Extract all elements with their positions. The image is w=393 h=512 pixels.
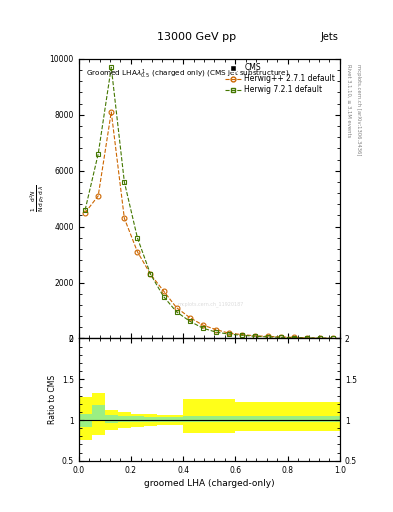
Text: Groomed LHA$\lambda^{1}_{0.5}$ (charged only) (CMS jet substructure): Groomed LHA$\lambda^{1}_{0.5}$ (charged … <box>86 67 290 80</box>
Text: mcplots.cern.ch [arXiv:1306.3436]: mcplots.cern.ch [arXiv:1306.3436] <box>356 64 361 156</box>
Y-axis label: Ratio to CMS: Ratio to CMS <box>48 375 57 424</box>
Text: Rivet 3.1.10, ≥ 3.1M events: Rivet 3.1.10, ≥ 3.1M events <box>347 64 352 137</box>
Y-axis label: $\frac{1}{\mathrm{N}}\frac{\mathrm{d}^2 N}{\mathrm{d}\,p_T\,\mathrm{d}\,\lambda}: $\frac{1}{\mathrm{N}}\frac{\mathrm{d}^2 … <box>29 185 47 212</box>
Text: Jets: Jets <box>321 32 339 42</box>
Text: mcplots.cern.ch_11920187: mcplots.cern.ch_11920187 <box>178 301 244 307</box>
X-axis label: groomed LHA (charged-only): groomed LHA (charged-only) <box>144 479 275 488</box>
Legend: CMS, Herwig++ 2.7.1 default, Herwig 7.2.1 default: CMS, Herwig++ 2.7.1 default, Herwig 7.2.… <box>224 62 336 95</box>
Text: 13000 GeV pp: 13000 GeV pp <box>157 32 236 42</box>
